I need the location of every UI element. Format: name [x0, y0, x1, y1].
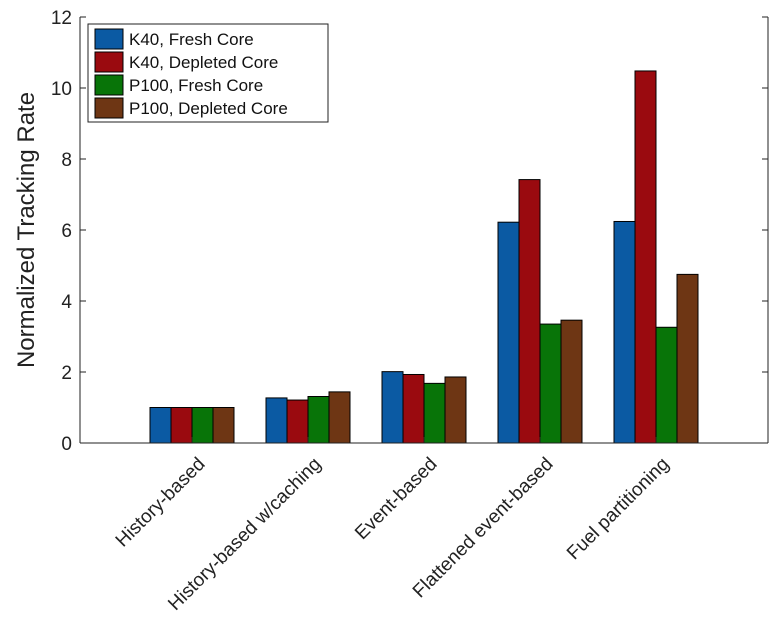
bar-2-3 [444, 376, 467, 444]
legend-swatch-2 [94, 74, 124, 96]
legend: K40, Fresh Core K40, Depleted Core P100, F… [87, 23, 329, 123]
legend-label-0: K40, Fresh Core [129, 30, 254, 49]
bar-0-3 [212, 407, 235, 444]
x-tick-label-0: History-based [112, 454, 210, 552]
bar-2-0 [381, 371, 404, 444]
axes-group [79, 16, 769, 444]
legend-swatch-1 [94, 51, 124, 73]
y-tick-label-3: 6 [61, 221, 72, 242]
y-tick-label-1: 2 [61, 363, 72, 384]
y-tick-label-4: 8 [61, 150, 72, 171]
y-tick-label-6: 12 [51, 8, 72, 29]
bar-3-1 [518, 179, 541, 444]
bar-4-0 [613, 220, 636, 444]
legend-swatch-0 [94, 28, 124, 50]
bar-1-0 [265, 397, 288, 444]
bar-0-1 [170, 407, 193, 444]
bar-0-0 [149, 407, 172, 444]
bar-1-3 [328, 391, 351, 444]
bar-1-2 [307, 395, 330, 444]
bar-3-2 [539, 323, 562, 444]
x-tick-label-4: Fuel partitioning [563, 454, 673, 564]
y-tick-label-2: 4 [61, 292, 72, 313]
bar-4-1 [634, 70, 657, 444]
bar-3-0 [497, 221, 520, 444]
bar-4-2 [655, 326, 678, 444]
bar-2-2 [423, 382, 446, 444]
bar-2-1 [402, 373, 425, 444]
bar-3-3 [560, 319, 583, 444]
bar-4-3 [676, 273, 699, 444]
legend-swatch-3 [94, 97, 124, 119]
bars-group [149, 70, 699, 444]
y-tick-label-0: 0 [61, 434, 72, 455]
y-tick-label-5: 10 [51, 79, 72, 100]
legend-label-3: P100, Depleted Core [129, 99, 288, 118]
y-axis-label: Normalized Tracking Rate [13, 92, 40, 368]
legend-label-1: K40, Depleted Core [129, 53, 278, 72]
x-tick-label-2: Event-based [351, 454, 441, 544]
y-tick-labels: 0 2 4 6 8 10 12 [51, 8, 73, 455]
bar-1-1 [286, 399, 309, 444]
bar-0-2 [191, 407, 214, 444]
legend-box [87, 23, 329, 123]
legend-label-2: P100, Fresh Core [129, 76, 263, 95]
